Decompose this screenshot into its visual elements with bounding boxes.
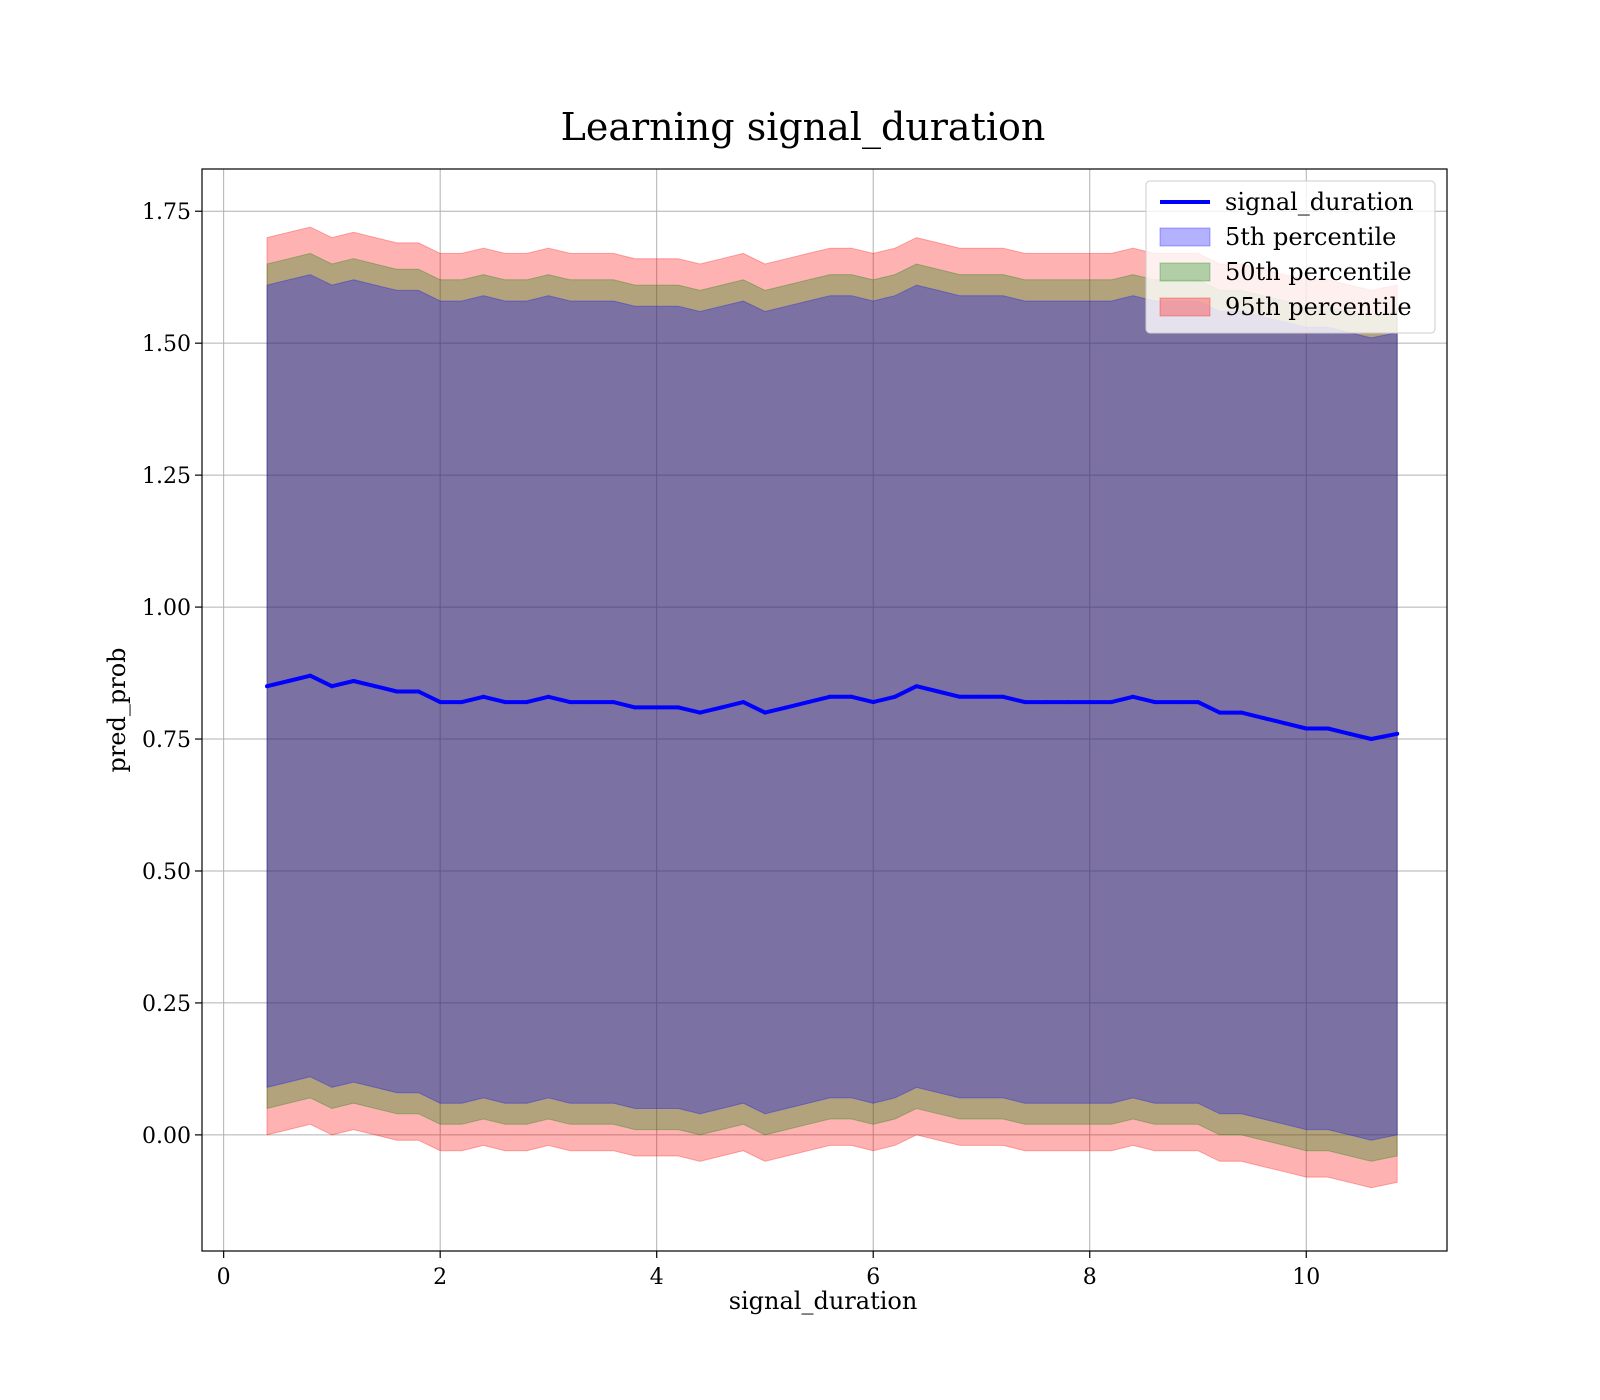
data-point bbox=[654, 705, 659, 710]
data-point bbox=[286, 679, 291, 683]
data-point bbox=[784, 705, 789, 710]
data-point bbox=[611, 700, 616, 705]
plot-frame bbox=[201, 168, 1448, 1252]
data-point bbox=[524, 700, 529, 705]
data-point bbox=[1066, 700, 1071, 705]
data-point bbox=[1347, 731, 1352, 736]
y-tick-label: 1.75 bbox=[142, 200, 191, 225]
data-point bbox=[1044, 700, 1049, 705]
data-point bbox=[1152, 700, 1157, 705]
data-point bbox=[979, 694, 984, 699]
band-50th-percentile bbox=[266, 252, 1398, 1162]
legend-label: signal_duration bbox=[1225, 188, 1414, 216]
data-point bbox=[1087, 700, 1092, 705]
data-point bbox=[936, 689, 941, 694]
x-tick-label: 6 bbox=[866, 1265, 880, 1290]
data-point bbox=[719, 705, 724, 710]
axis-ticks: 0 2 4 6 8 10 0.00 0.25 0.50 0.75 1.00 1.25 1.50 1.75 bbox=[142, 200, 1320, 1290]
legend-band-swatch bbox=[1159, 262, 1211, 282]
data-point bbox=[1239, 710, 1244, 715]
data-point bbox=[1109, 700, 1114, 705]
y-tick-label: 0.25 bbox=[142, 992, 191, 1017]
data-point bbox=[1261, 715, 1265, 720]
data-point bbox=[589, 700, 594, 705]
data-point bbox=[763, 710, 767, 715]
data-point bbox=[438, 700, 443, 705]
data-point bbox=[827, 694, 832, 699]
legend-label: 50th percentile bbox=[1225, 258, 1412, 286]
x-tick-label: 10 bbox=[1292, 1265, 1320, 1290]
data-point bbox=[265, 684, 269, 689]
legend: signal_duration 5th percentile 50th percen… bbox=[1145, 180, 1436, 334]
y-tick-label: 0.75 bbox=[142, 728, 191, 753]
data-point bbox=[1304, 726, 1309, 731]
data-point bbox=[329, 684, 334, 689]
y-tick-label: 1.25 bbox=[142, 464, 191, 489]
x-axis-label: signal_duration bbox=[729, 1287, 918, 1315]
legend-label: 95th percentile bbox=[1225, 293, 1412, 321]
data-point bbox=[351, 679, 356, 683]
data-point bbox=[1369, 737, 1374, 741]
data-point bbox=[416, 689, 421, 694]
data-point bbox=[1131, 694, 1135, 699]
x-tick-label: 4 bbox=[650, 1265, 664, 1290]
data-point bbox=[849, 694, 854, 699]
data-point bbox=[676, 705, 681, 710]
x-tick-label: 8 bbox=[1083, 1265, 1097, 1290]
data-point bbox=[394, 689, 399, 694]
data-point bbox=[1001, 694, 1006, 699]
legend-band-swatch bbox=[1159, 227, 1211, 247]
data-point bbox=[741, 700, 746, 705]
data-point bbox=[1395, 731, 1400, 736]
legend-box bbox=[1145, 180, 1436, 334]
data-point bbox=[1022, 700, 1027, 705]
x-tick-label: 0 bbox=[217, 1265, 231, 1290]
data-point bbox=[373, 684, 378, 689]
data-point bbox=[481, 694, 486, 699]
chart-title: Learning signal_duration bbox=[561, 105, 1046, 150]
data-point bbox=[459, 700, 464, 705]
data-point bbox=[892, 694, 897, 699]
legend-band-swatch bbox=[1159, 297, 1211, 317]
data-point bbox=[914, 684, 919, 689]
data-point bbox=[698, 710, 702, 715]
y-tick-label: 0.50 bbox=[142, 860, 191, 885]
y-axis-label: pred_prob bbox=[103, 647, 131, 772]
series-lines bbox=[265, 673, 1400, 741]
data-point bbox=[1282, 721, 1287, 726]
data-point bbox=[568, 700, 573, 705]
data-point bbox=[806, 700, 811, 705]
data-point bbox=[1325, 726, 1330, 731]
band-95th-percentile bbox=[266, 226, 1398, 1189]
y-tick-label: 1.50 bbox=[142, 332, 191, 357]
x-tick-label: 2 bbox=[433, 1265, 447, 1290]
percentile-bands bbox=[266, 226, 1398, 1189]
band-5th-percentile bbox=[266, 274, 1398, 1141]
legend-label: 5th percentile bbox=[1225, 223, 1396, 251]
data-point bbox=[1196, 700, 1200, 705]
y-tick-label: 1.00 bbox=[142, 596, 191, 621]
data-point bbox=[546, 694, 551, 699]
y-tick-label: 0.00 bbox=[142, 1124, 191, 1149]
data-point bbox=[308, 673, 313, 678]
data-point bbox=[957, 694, 962, 699]
data-point bbox=[871, 700, 876, 705]
data-point bbox=[633, 705, 637, 710]
data-point bbox=[1174, 700, 1179, 705]
data-point bbox=[1217, 710, 1222, 715]
data-point bbox=[503, 700, 508, 705]
